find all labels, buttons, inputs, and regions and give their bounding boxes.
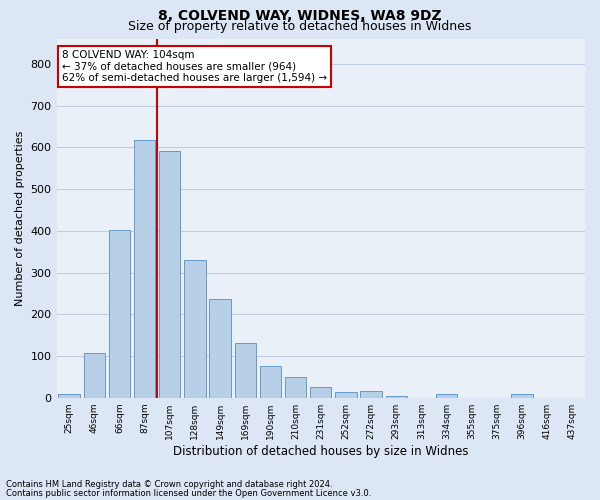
Text: 8 COLVEND WAY: 104sqm
← 37% of detached houses are smaller (964)
62% of semi-det: 8 COLVEND WAY: 104sqm ← 37% of detached … bbox=[62, 50, 327, 83]
Bar bbox=[134, 140, 155, 398]
X-axis label: Distribution of detached houses by size in Widnes: Distribution of detached houses by size … bbox=[173, 444, 469, 458]
Text: Contains public sector information licensed under the Open Government Licence v3: Contains public sector information licen… bbox=[6, 488, 371, 498]
Bar bbox=[285, 377, 307, 398]
Y-axis label: Number of detached properties: Number of detached properties bbox=[15, 130, 25, 306]
Bar bbox=[260, 366, 281, 398]
Text: 8, COLVEND WAY, WIDNES, WA8 9DZ: 8, COLVEND WAY, WIDNES, WA8 9DZ bbox=[158, 9, 442, 23]
Text: Size of property relative to detached houses in Widnes: Size of property relative to detached ho… bbox=[128, 20, 472, 33]
Bar bbox=[335, 392, 356, 398]
Bar bbox=[310, 388, 331, 398]
Bar bbox=[159, 151, 181, 398]
Bar bbox=[184, 260, 206, 398]
Bar bbox=[386, 396, 407, 398]
Bar bbox=[361, 390, 382, 398]
Bar bbox=[109, 230, 130, 398]
Bar bbox=[436, 394, 457, 398]
Text: Contains HM Land Registry data © Crown copyright and database right 2024.: Contains HM Land Registry data © Crown c… bbox=[6, 480, 332, 489]
Bar bbox=[235, 342, 256, 398]
Bar bbox=[511, 394, 533, 398]
Bar bbox=[58, 394, 80, 398]
Bar bbox=[83, 353, 105, 398]
Bar bbox=[209, 300, 231, 398]
